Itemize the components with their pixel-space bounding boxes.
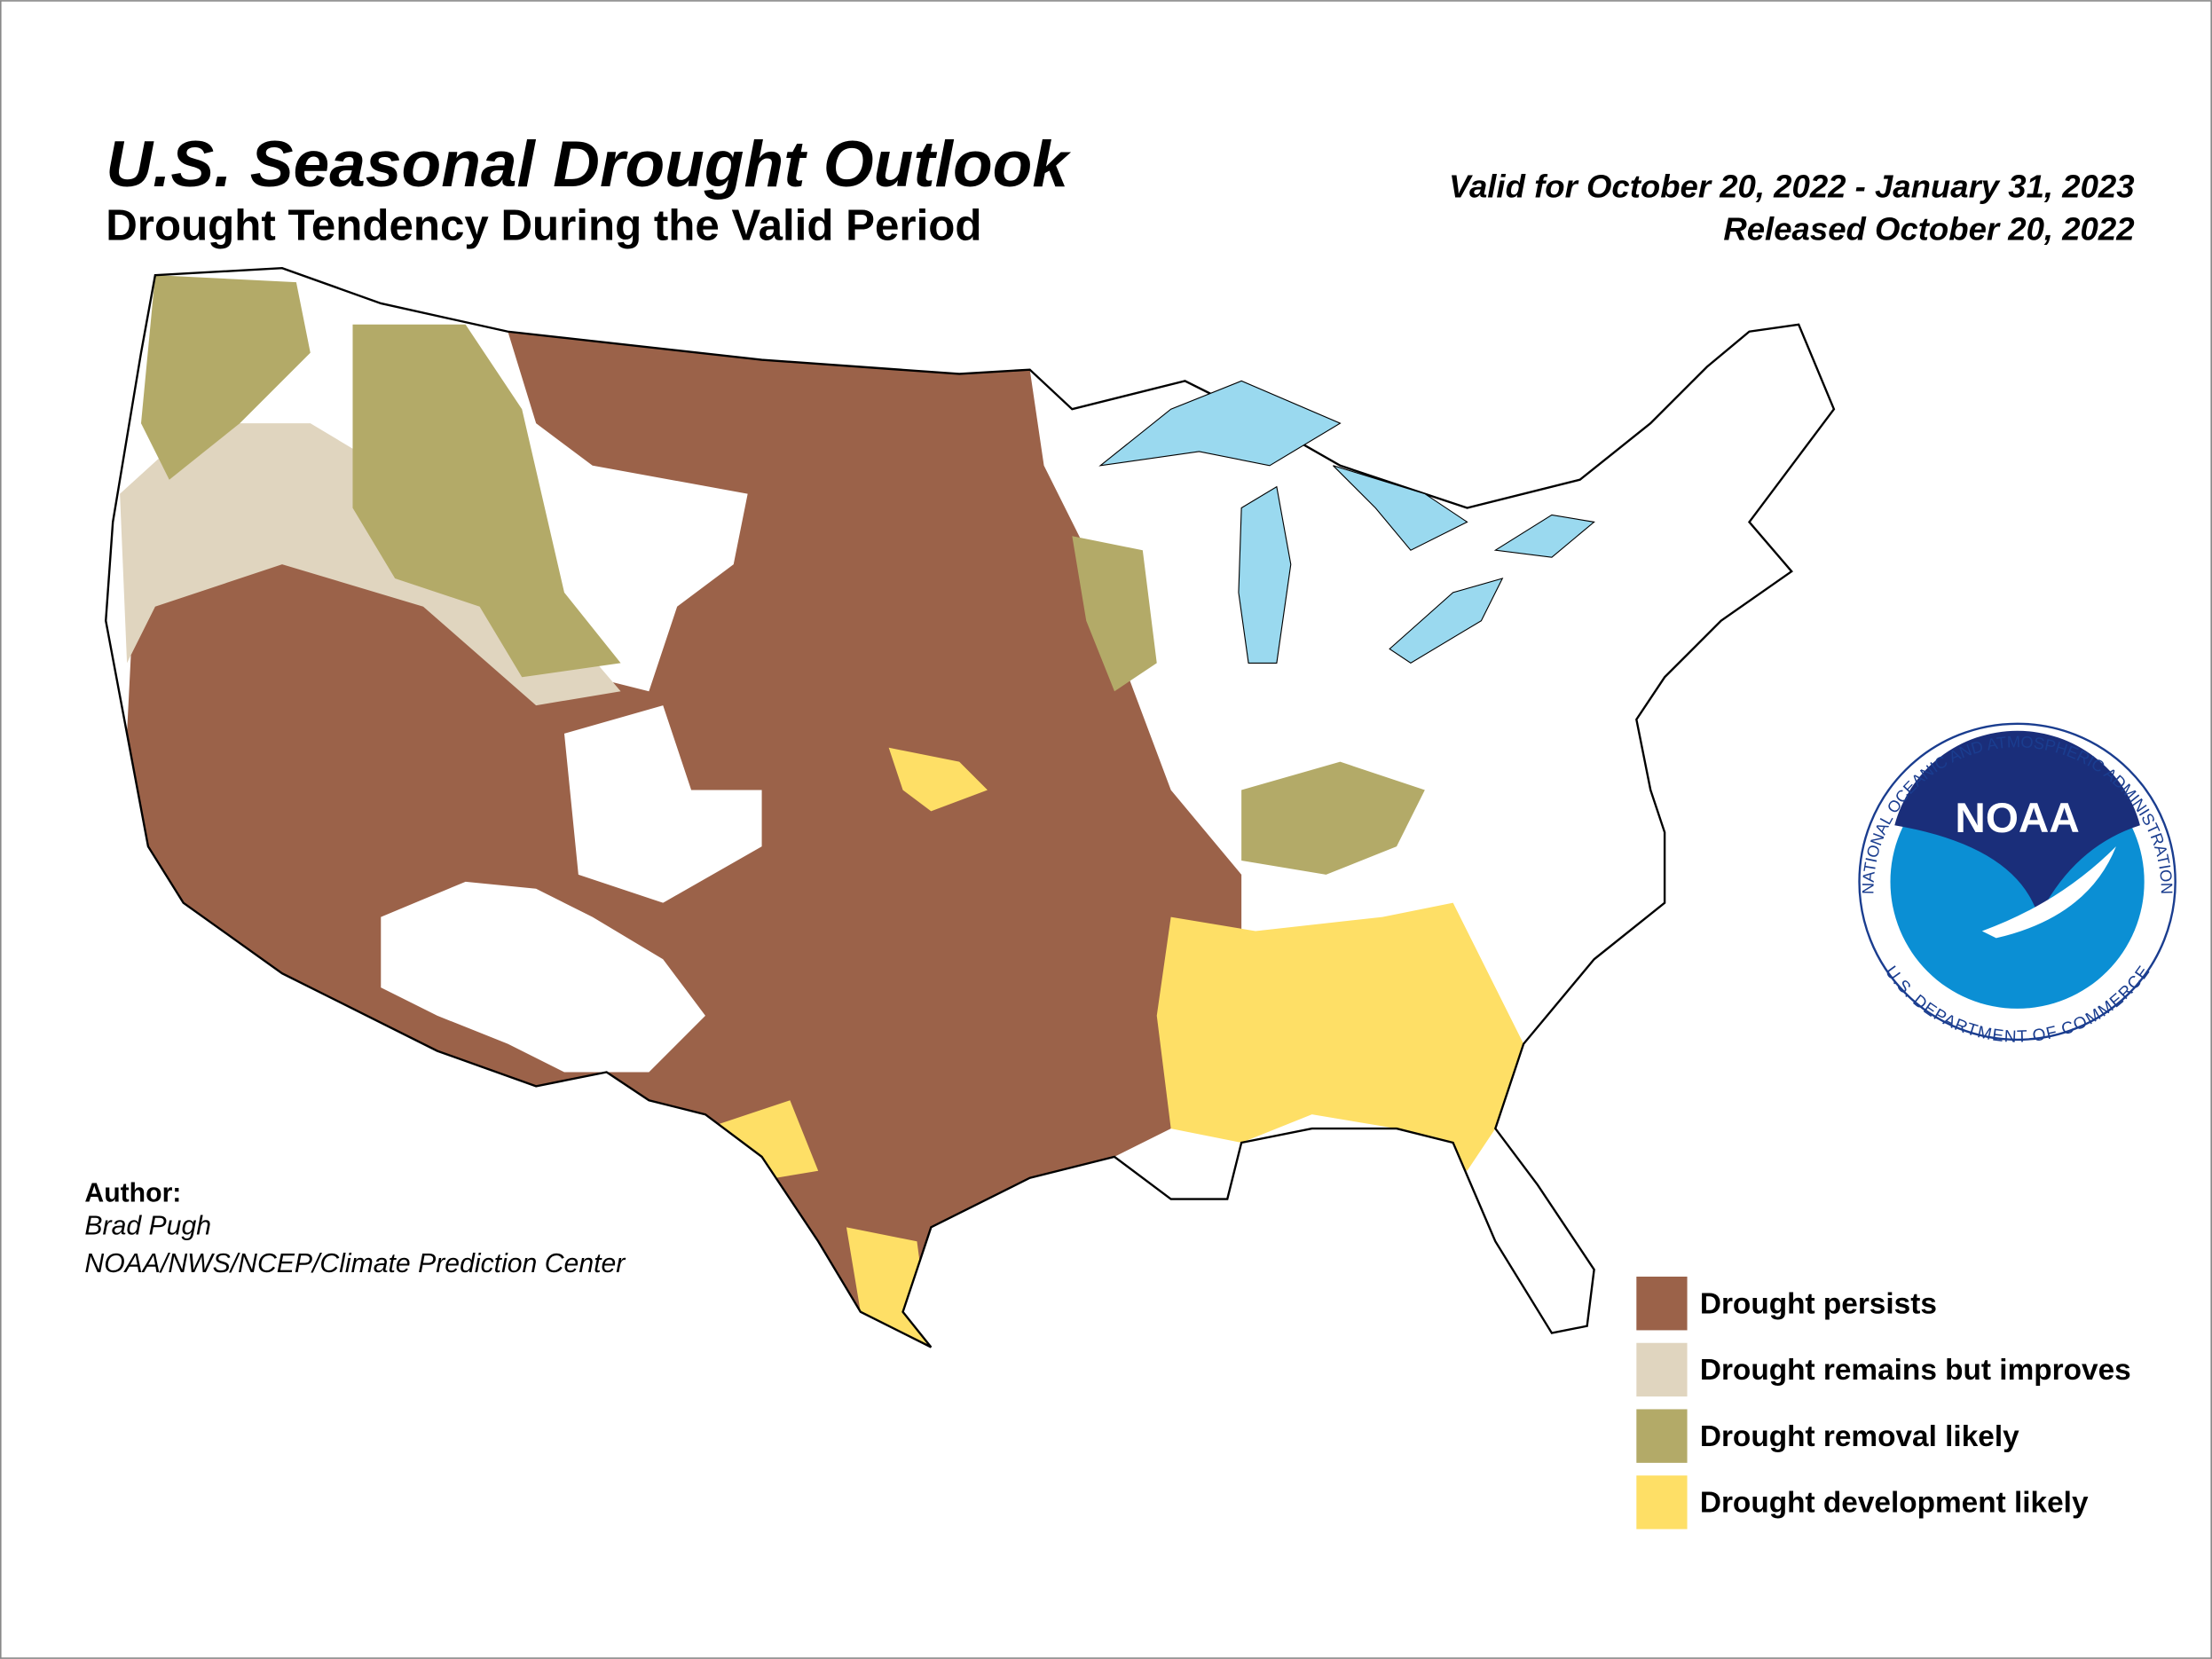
title: U.S. Seasonal Drought Outlook [106, 129, 1071, 200]
lake-superior [1098, 380, 1342, 467]
author-name: Brad Pugh [84, 1211, 211, 1240]
lake-erie [1389, 578, 1504, 664]
legend-label: Drought removal likely [1700, 1420, 2019, 1453]
subtitle: Drought Tendency During the Valid Period [106, 200, 981, 249]
logo-bird-top [1894, 730, 2140, 917]
drought-development-area [888, 747, 988, 812]
legend-label: Drought remains but improves [1700, 1354, 2131, 1387]
legend-swatch [1636, 1475, 1688, 1529]
legend-swatch [1636, 1409, 1688, 1463]
author-organization: NOAA/NWS/NCEP/Climate Prediction Center [84, 1249, 626, 1278]
lake-ontario [1493, 514, 1595, 558]
drought-removal-area [1241, 761, 1425, 875]
drought-development-area [1156, 902, 1524, 1171]
no-drought-area [563, 705, 762, 903]
drought-removal-area [352, 324, 621, 678]
legend-swatch [1636, 1342, 1688, 1397]
logo-name: NOAA [1955, 795, 2079, 842]
lake-michigan [1238, 485, 1292, 664]
valid-period: Valid for October 20, 2022 - January 31,… [1449, 169, 2135, 205]
legend-swatch [1636, 1277, 1688, 1331]
logo-bird [1981, 846, 2116, 939]
drought-removal-area [140, 275, 311, 480]
author-label: Author: [84, 1179, 181, 1208]
drought-removal-area [1072, 536, 1157, 692]
lake-huron [1333, 465, 1468, 551]
no-drought-area [381, 881, 705, 1073]
legend-label: Drought persists [1700, 1287, 1937, 1320]
noaa-logo: NOAA NATIONAL OCEANIC AND ATMOSPHERIC AD… [1858, 722, 2177, 1047]
map [105, 267, 1836, 1348]
legend: Drought persists Drought remains but impr… [1636, 1277, 2131, 1529]
legend-label: Drought development likely [1700, 1487, 2089, 1520]
drought-improves-area [120, 423, 621, 706]
release-date: Released October 20, 2022 [1723, 210, 2134, 247]
